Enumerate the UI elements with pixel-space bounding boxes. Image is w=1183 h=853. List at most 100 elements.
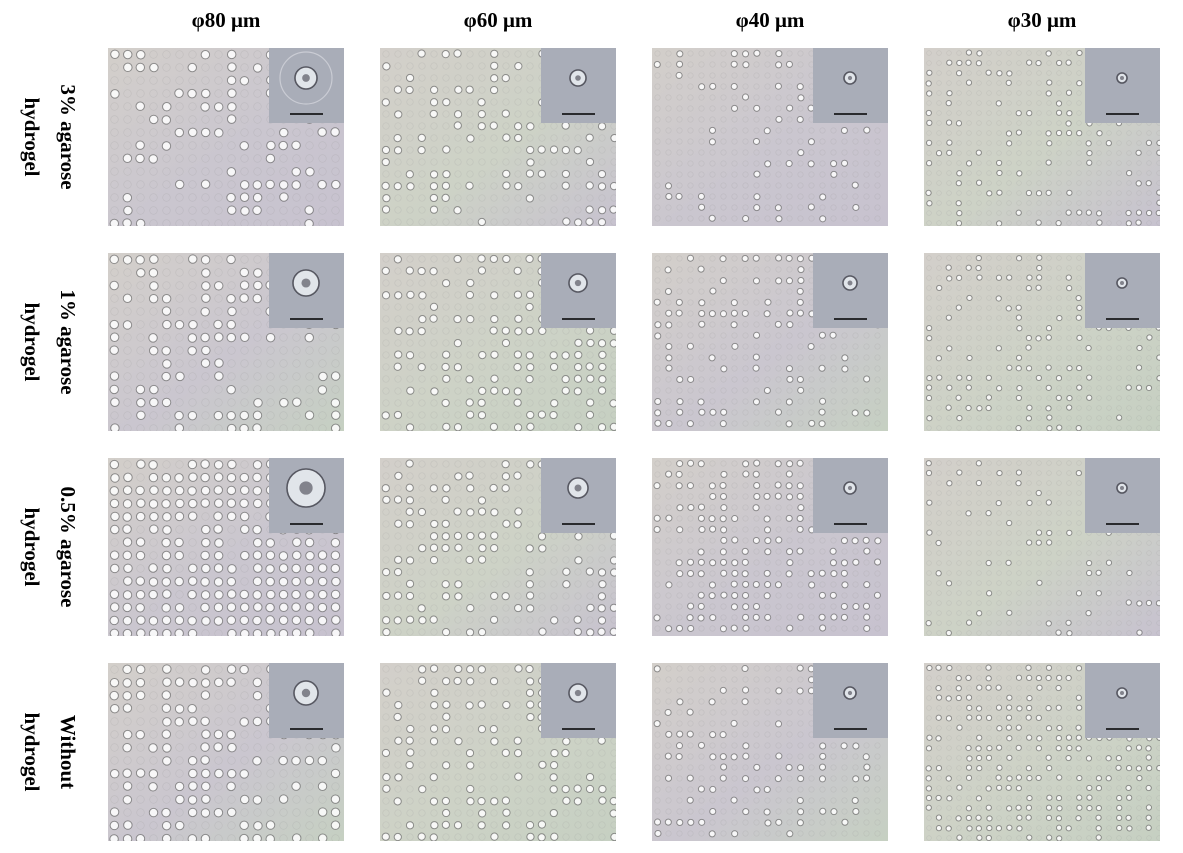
cell	[239, 280, 250, 290]
microwell	[442, 122, 450, 130]
cell	[830, 170, 838, 178]
microwell	[136, 424, 145, 431]
cell	[227, 306, 237, 317]
microwell	[665, 559, 672, 566]
microwell	[698, 343, 705, 350]
microwell	[709, 537, 716, 544]
microwell	[830, 204, 837, 211]
microwell	[926, 425, 932, 431]
cell	[110, 423, 120, 431]
microwell	[253, 346, 262, 355]
microwell	[956, 255, 962, 261]
microwell	[502, 218, 510, 226]
microwell	[514, 592, 522, 600]
cell	[653, 526, 661, 534]
microwell	[123, 141, 132, 150]
microwell	[598, 399, 606, 407]
microwell	[742, 83, 749, 90]
microwell	[966, 365, 972, 371]
microwell	[331, 141, 340, 150]
microwell	[709, 332, 716, 339]
cell	[136, 50, 146, 60]
microwell	[418, 255, 426, 263]
microwell	[1096, 170, 1102, 176]
microwell	[502, 50, 510, 58]
microwell	[201, 398, 210, 407]
cell	[490, 350, 499, 359]
microwell	[720, 138, 727, 145]
microwell	[466, 303, 474, 311]
microwell	[956, 140, 962, 146]
cell	[797, 94, 805, 102]
cell	[305, 551, 315, 561]
cell	[720, 536, 728, 544]
microwell	[775, 376, 782, 383]
microwell	[227, 372, 236, 381]
microwell	[936, 50, 942, 56]
microwell	[874, 160, 881, 167]
cell	[807, 160, 815, 168]
cell	[698, 299, 706, 307]
microwell	[466, 339, 474, 347]
cell	[926, 415, 933, 422]
microwell	[665, 332, 672, 339]
microwell	[976, 295, 982, 301]
cell	[110, 524, 120, 535]
microwell	[1026, 70, 1032, 76]
cell	[708, 581, 716, 589]
microwell	[406, 399, 414, 407]
microwell	[1056, 50, 1062, 56]
microwell	[394, 194, 402, 202]
row-label-line1: 3% agarose	[56, 84, 80, 190]
microwell	[188, 294, 197, 303]
microwell	[1126, 395, 1132, 401]
microwell	[852, 614, 859, 621]
microwell	[502, 628, 510, 636]
microwell	[610, 158, 616, 166]
microwell	[797, 193, 804, 200]
microwell	[382, 460, 390, 468]
microwell	[986, 80, 992, 86]
microwell	[490, 98, 498, 106]
cell	[109, 345, 119, 355]
microwell	[149, 89, 158, 98]
cell	[526, 604, 535, 613]
microwell	[1136, 190, 1142, 196]
cell	[501, 338, 511, 348]
microwell	[331, 346, 340, 355]
microwell	[110, 115, 119, 124]
cell	[526, 145, 535, 155]
cell	[995, 345, 1002, 352]
cell	[252, 192, 263, 203]
microwell	[586, 592, 594, 600]
cell	[478, 555, 487, 564]
cell	[986, 190, 993, 197]
microwell	[240, 460, 249, 469]
microwell	[136, 281, 145, 290]
microwell	[394, 62, 402, 70]
microwell	[742, 288, 749, 295]
microwell	[841, 193, 848, 200]
cell	[240, 524, 250, 535]
microwell	[1096, 365, 1102, 371]
microwell	[502, 423, 510, 431]
microwell	[753, 72, 760, 79]
microwell	[926, 490, 932, 496]
microwell	[676, 127, 683, 134]
microwell	[406, 158, 414, 166]
microwell	[946, 130, 952, 136]
microwell	[514, 279, 522, 287]
microwell	[514, 98, 522, 106]
cell	[841, 581, 849, 589]
cell	[1006, 70, 1013, 77]
cell	[418, 315, 427, 324]
cell	[201, 537, 211, 548]
cell	[478, 351, 487, 360]
microwell	[526, 496, 534, 504]
cell	[226, 332, 236, 343]
microwell	[382, 134, 390, 142]
cell	[240, 550, 250, 561]
microwell	[863, 343, 870, 350]
microwell	[1066, 385, 1072, 391]
cell	[513, 471, 522, 480]
